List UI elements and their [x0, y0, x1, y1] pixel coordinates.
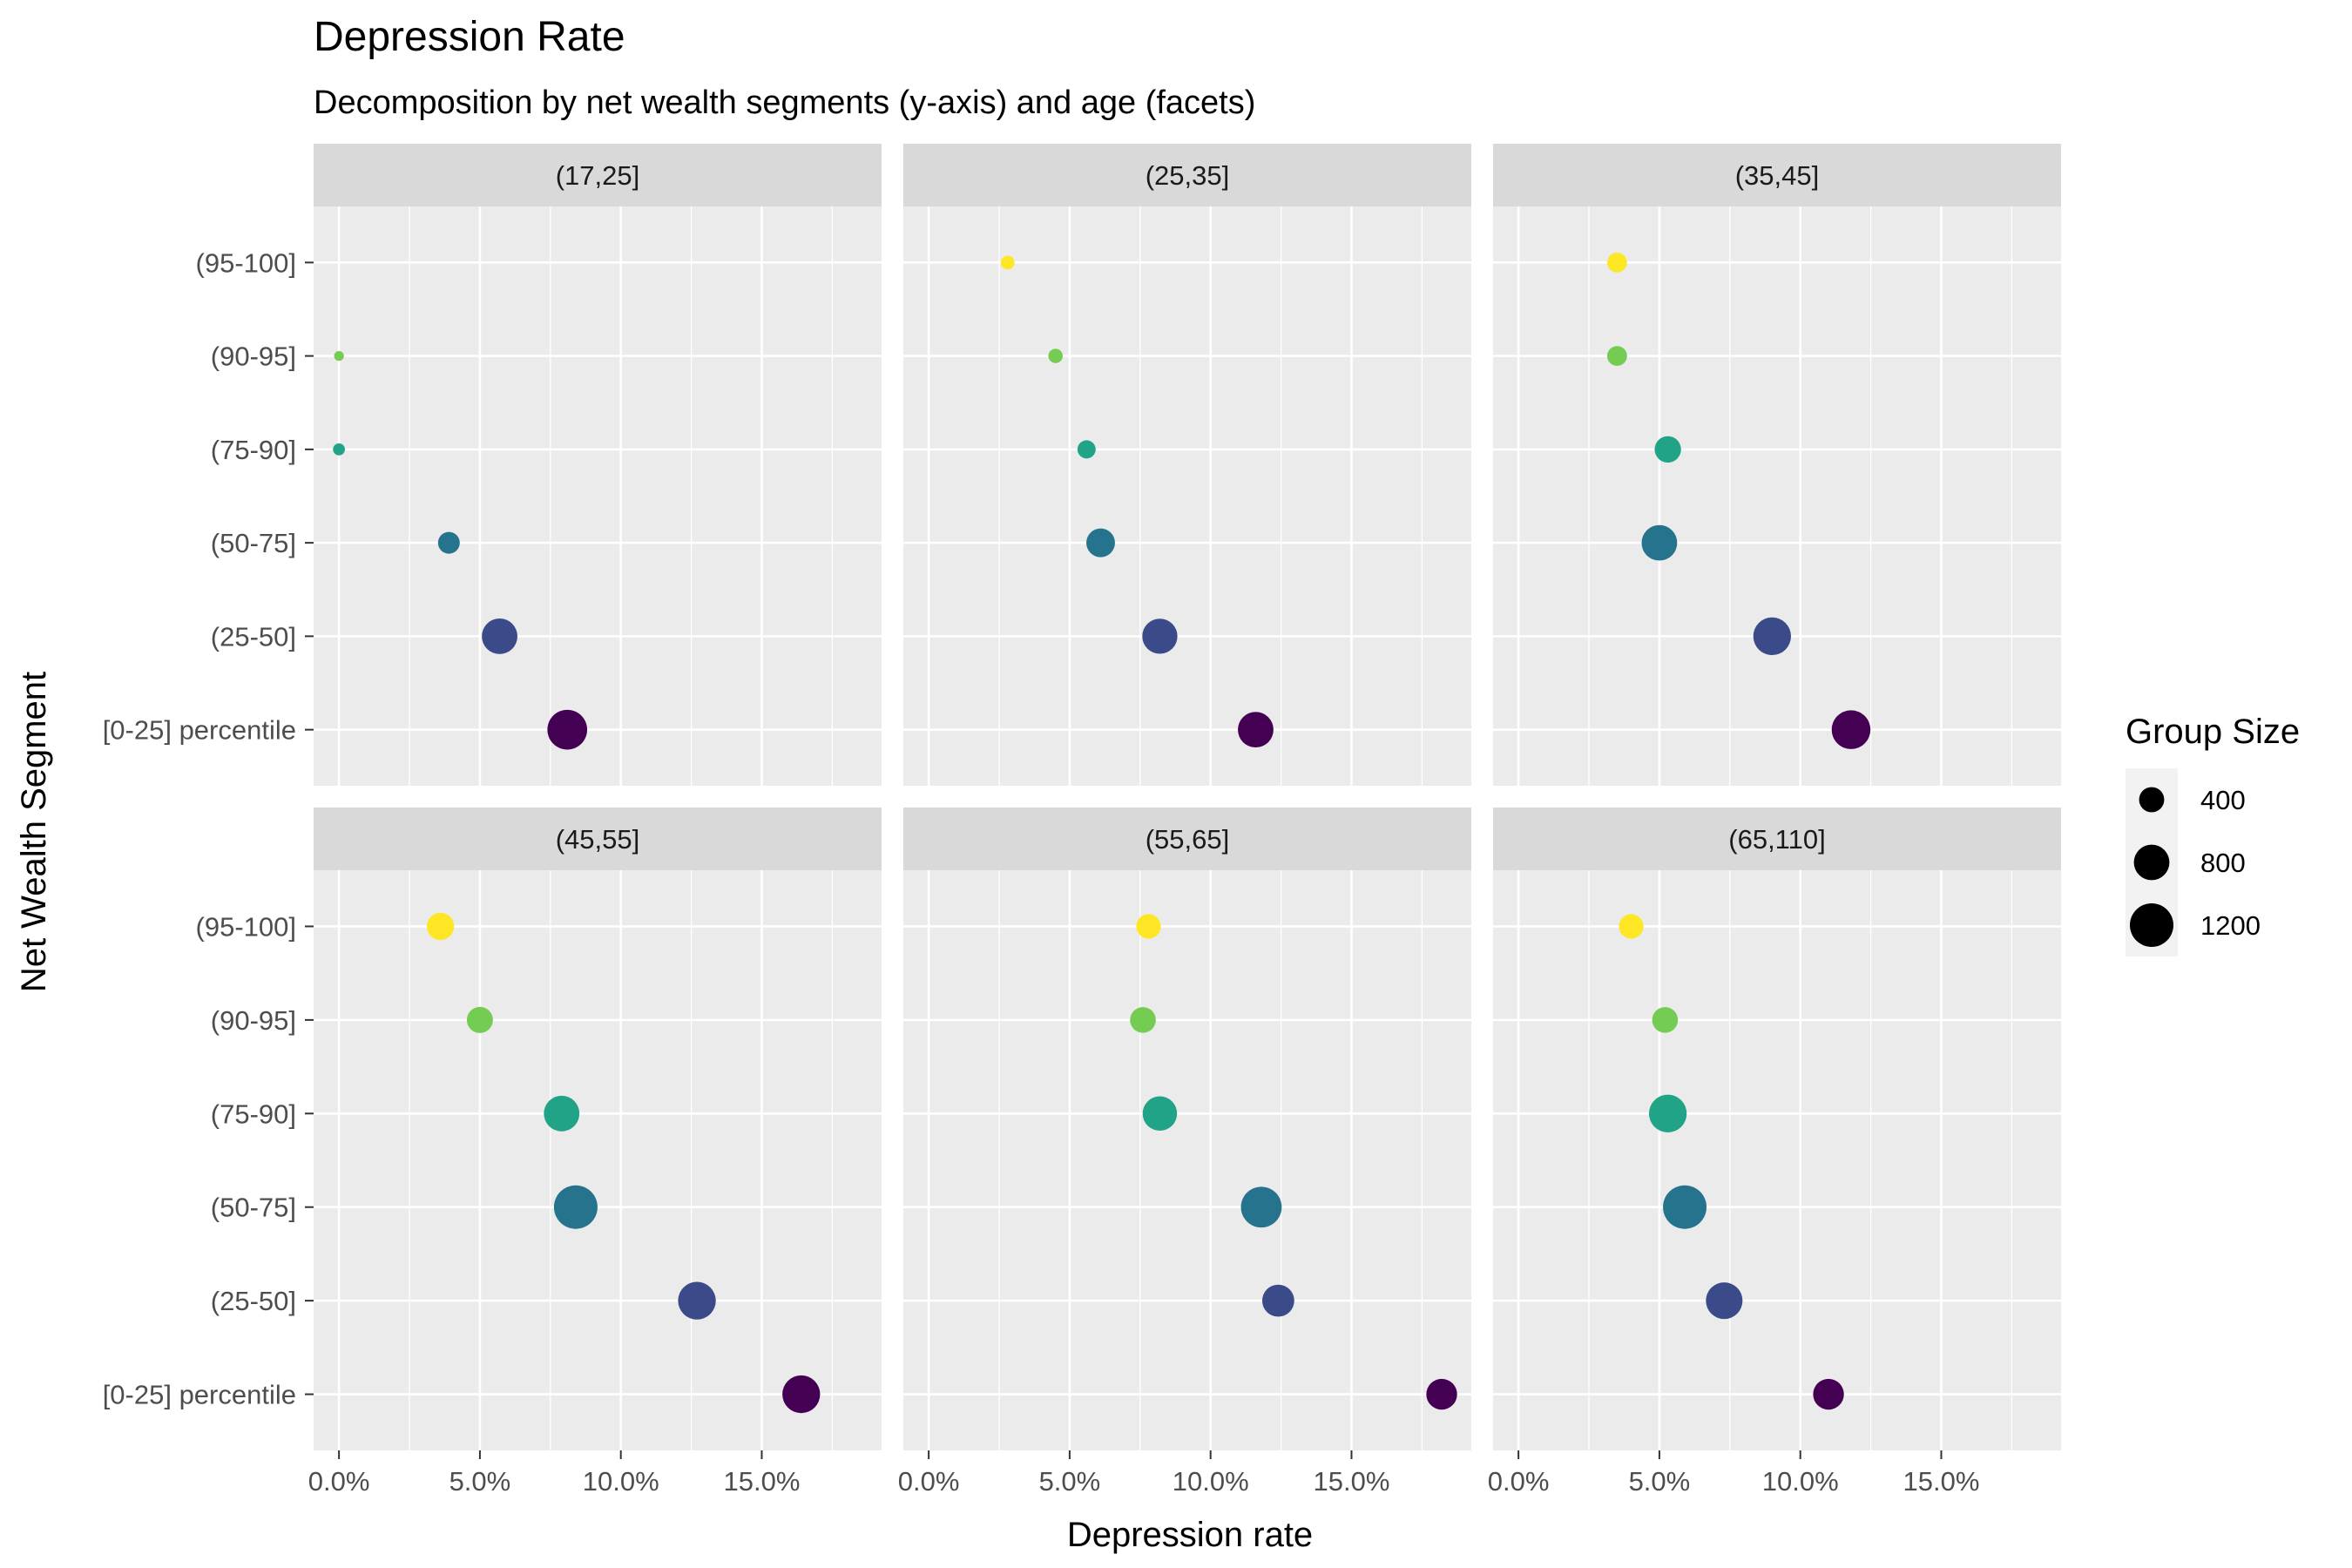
facet-panel: (25,35]: [903, 144, 1471, 786]
facet-panel: (45,55] [0-25] percentile (25-50] (50-75] (7…: [103, 808, 882, 1497]
data-point: [1142, 1096, 1178, 1132]
data-point: [1136, 914, 1161, 939]
data-point: [1048, 348, 1063, 363]
y-tick-label: (50-75]: [211, 1193, 296, 1223]
facet-strip: [903, 144, 1471, 206]
y-axis-title: Net Wealth Segment: [15, 672, 53, 992]
y-tick-label: (95-100]: [196, 911, 296, 942]
y-tick-label: (95-100]: [196, 247, 296, 278]
x-tick-label: 5.0%: [1629, 1466, 1691, 1497]
data-point: [1641, 524, 1678, 561]
data-point: [1813, 1378, 1844, 1410]
data-point: [426, 912, 455, 941]
legend-size-marker: [2133, 844, 2170, 881]
panel-background: [1493, 206, 2061, 786]
legend-label: 400: [2200, 785, 2246, 815]
legend-label: 1200: [2200, 910, 2261, 941]
data-point: [1831, 710, 1871, 749]
data-point: [547, 709, 588, 750]
panel-background: [903, 870, 1471, 1450]
chart-subtitle: Decomposition by net wealth segments (y-…: [314, 84, 1255, 121]
facet-label: (35,45]: [1735, 160, 1820, 191]
facet-strip: [903, 808, 1471, 870]
facet-label: (25,35]: [1146, 160, 1230, 191]
facet-strip: [314, 144, 882, 206]
panel-background: [314, 206, 882, 786]
y-tick-label: [0-25] percentile: [103, 1380, 296, 1410]
data-point: [553, 1185, 598, 1229]
data-point: [466, 1006, 493, 1033]
y-tick-label: [0-25] percentile: [103, 715, 296, 746]
data-point: [1619, 914, 1644, 939]
panel-background: [314, 870, 882, 1450]
facet-panel: (35,45]: [1493, 144, 2061, 786]
size-legend: Group Size 400 800 1200: [2126, 713, 2300, 956]
x-tick-label: 0.0%: [308, 1466, 370, 1497]
data-point: [333, 443, 345, 456]
y-tick-label: (90-95]: [211, 1005, 296, 1036]
x-tick-label: 5.0%: [449, 1466, 511, 1497]
facet-label: (65,110]: [1728, 824, 1825, 855]
facet-label: (17,25]: [556, 160, 640, 191]
data-point: [1000, 255, 1015, 270]
x-tick-label: 10.0%: [1173, 1466, 1249, 1497]
data-point: [1130, 1007, 1156, 1033]
legend-size-marker: [2130, 903, 2173, 947]
y-tick-label: (25-50]: [211, 1286, 296, 1316]
x-axis-title: Depression rate: [1067, 1516, 1313, 1554]
data-point: [1652, 1007, 1679, 1033]
x-tick-label: 10.0%: [1762, 1466, 1839, 1497]
x-tick-label: 10.0%: [583, 1466, 659, 1497]
data-point: [1238, 712, 1274, 748]
data-point: [1077, 440, 1096, 459]
data-point: [1663, 1185, 1707, 1229]
chart-title: Depression Rate: [314, 14, 625, 60]
y-tick-label: (75-90]: [211, 1098, 296, 1129]
facet-strip: [314, 808, 882, 870]
facet-panel: (17,25] [0-25] percentile (25-50] (50-75] (7…: [103, 144, 882, 786]
y-tick-label: (75-90]: [211, 435, 296, 465]
x-tick-label: 0.0%: [898, 1466, 960, 1497]
facet-label: (55,65]: [1146, 824, 1230, 855]
data-point: [1142, 618, 1178, 654]
data-point: [1753, 617, 1791, 656]
data-point: [482, 618, 517, 654]
data-point: [782, 1375, 821, 1414]
y-tick-label: (25-50]: [211, 621, 296, 652]
legend-size-marker: [2139, 787, 2165, 813]
facet-panel: (55,65] 0.0% 5.0% 10.0% 15.0%: [898, 808, 1471, 1497]
data-point: [437, 531, 460, 554]
data-point: [1654, 436, 1681, 463]
facet-strip: [1493, 808, 2061, 870]
data-point: [1706, 1282, 1743, 1320]
y-tick-label: (50-75]: [211, 528, 296, 558]
x-tick-label: 5.0%: [1039, 1466, 1101, 1497]
legend-title: Group Size: [2126, 713, 2300, 751]
x-tick-label: 15.0%: [1314, 1466, 1390, 1497]
facet-strip: [1493, 144, 2061, 206]
data-point: [678, 1281, 716, 1320]
facet-panel: (65,110] 0.0% 5.0% 10.0% 15.0%: [1488, 808, 2061, 1497]
legend-label: 800: [2200, 848, 2246, 878]
data-point: [334, 351, 344, 362]
x-tick-label: 0.0%: [1488, 1466, 1550, 1497]
facet-panels: (17,25] [0-25] percentile (25-50] (50-75] (7…: [103, 144, 2061, 1497]
y-tick-label: (90-95]: [211, 341, 296, 372]
panel-background: [1493, 870, 2061, 1450]
data-point: [1261, 1284, 1294, 1317]
x-tick-label: 15.0%: [724, 1466, 801, 1497]
facet-label: (45,55]: [556, 824, 640, 855]
panel-background: [903, 206, 1471, 786]
data-point: [1648, 1094, 1687, 1132]
data-point: [1426, 1378, 1457, 1410]
data-point: [1606, 346, 1627, 367]
data-point: [1086, 528, 1115, 558]
x-tick-label: 15.0%: [1903, 1466, 1980, 1497]
data-point: [1606, 252, 1627, 273]
data-point: [1240, 1186, 1282, 1228]
data-point: [544, 1095, 580, 1132]
